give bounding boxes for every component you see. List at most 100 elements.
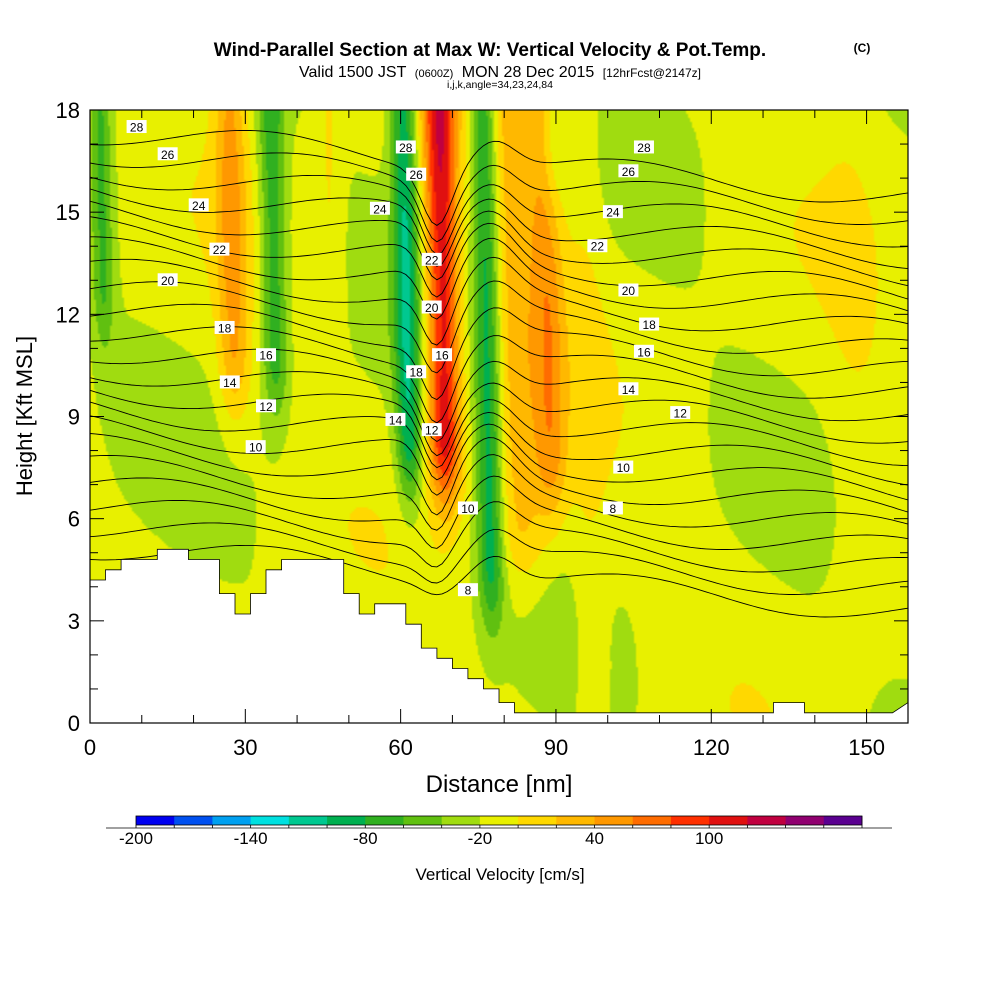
- x-tick-label-150: 150: [848, 735, 885, 760]
- isentrope-label-bg: [406, 365, 427, 379]
- colorbar-swatch--80: [365, 816, 404, 825]
- isentrope-label-bg: [618, 382, 639, 396]
- isentrope-label-bg: [457, 583, 478, 597]
- isentrope-label-bg: [157, 147, 178, 161]
- colorbar-label--80: -80: [353, 829, 378, 848]
- isentrope-21: [90, 280, 908, 374]
- isentrope-label-text: 18: [409, 366, 423, 380]
- isentrope-label-28-left: 28: [126, 120, 147, 135]
- isentrope-label-10-right: 10: [613, 460, 634, 475]
- colorbar-swatch-60: [632, 816, 672, 825]
- isentrope-label-text: 20: [425, 301, 439, 315]
- isentrope-13: [90, 433, 908, 516]
- y-axis-tick-labels: 0 3 6 9 12 15 18: [56, 98, 80, 736]
- y-tick-label-15: 15: [56, 200, 80, 225]
- isentrope-label-12-right: 12: [670, 406, 691, 421]
- x-axis-label: Distance [nm]: [426, 771, 573, 798]
- isentrope-label-text: 18: [218, 321, 232, 335]
- isentrope-23: [90, 236, 908, 320]
- isentrope-label-16-center: 16: [432, 348, 453, 363]
- isentrope-label-text: 28: [399, 141, 413, 155]
- isentrope-label-bg: [126, 120, 147, 134]
- isentrope-label-bg: [633, 140, 654, 154]
- isentrope-label-text: 26: [161, 148, 175, 162]
- isentrope-labels: 2826242220181614121028262422201816141210…: [126, 120, 691, 598]
- colorbar-swatch-0: [518, 816, 557, 825]
- chart-indices: i,j,k,angle=34,23,24,84: [447, 79, 553, 91]
- colorbar-label--200: -200: [119, 829, 153, 848]
- isentrope-label-bg: [602, 501, 623, 515]
- isentrope-label-14-right: 14: [618, 382, 639, 397]
- isentrope-label-bg: [214, 320, 235, 334]
- isentrope-label-20-left: 20: [157, 273, 178, 288]
- isentrope-label-bg: [406, 167, 427, 181]
- isentrope-label-bg: [421, 423, 442, 437]
- isentrope-label-text: 20: [161, 274, 175, 288]
- isentrope-29: [90, 129, 908, 226]
- x-tick-label-60: 60: [388, 735, 412, 760]
- isentrope-label-text: 10: [249, 441, 263, 455]
- y-tick-label-18: 18: [56, 98, 80, 123]
- isentrope-label-text: 8: [610, 502, 617, 516]
- isentrope-label-26-center: 26: [406, 167, 427, 182]
- chart-subtitle-date: MON 28 Dec 2015: [462, 64, 595, 81]
- isentrope-22: [90, 256, 908, 346]
- isentrope-label-bg: [432, 348, 453, 362]
- isentrope-14: [90, 415, 908, 501]
- isentrope-label-text: 8: [465, 584, 472, 598]
- isentrope-label-18-center: 18: [406, 365, 427, 380]
- isentrope-label-bg: [633, 344, 654, 358]
- colorbar-swatch--180: [174, 816, 213, 825]
- colorbar-swatch--40: [441, 816, 481, 825]
- colorbar-swatch--140: [250, 816, 290, 825]
- isentrope-label-bg: [188, 198, 209, 212]
- chart-subtitle: Valid 1500 JST (0600Z) MON 28 Dec 2015 […: [299, 64, 701, 81]
- colorbar-swatch--160: [212, 816, 252, 825]
- y-axis-label: Height [Kft MSL]: [12, 336, 37, 496]
- colorbar-frame: [135, 815, 863, 826]
- colorbar-label--20: -20: [468, 829, 493, 848]
- isentrope-label-text: 12: [674, 407, 688, 421]
- colorbar-swatch-40: [594, 816, 634, 825]
- isentrope-label-bg: [209, 242, 230, 256]
- isentrope-label-bg: [157, 273, 178, 287]
- isentrope-label-bg: [618, 283, 639, 297]
- isentrope-label-14-center: 14: [385, 412, 406, 427]
- isentrope-label-bg: [369, 201, 390, 215]
- terrain-mask: [89, 548, 909, 724]
- isentrope-28: [90, 152, 908, 243]
- isentrope-15: [90, 401, 908, 486]
- colorbar-swatch-20: [556, 816, 595, 825]
- isentrope-label-28-center: 28: [395, 140, 416, 155]
- isentrope-label-text: 22: [213, 243, 227, 257]
- isentrope-label-bg: [421, 300, 442, 314]
- isentrope-label-bg: [457, 501, 478, 515]
- isentrope-20: [90, 303, 908, 401]
- isentrope-label-16-left: 16: [256, 348, 277, 363]
- x-tick-label-30: 30: [233, 735, 257, 760]
- isentrope-label-24-center: 24: [369, 201, 390, 216]
- isentrope-label-14-left: 14: [219, 375, 240, 390]
- isentrope-label-bg: [245, 440, 266, 454]
- colorbar-swatch-120: [747, 816, 786, 825]
- colorbar-swatch--200: [136, 816, 175, 825]
- isentrope-9: [90, 522, 908, 595]
- chart-title-copyright: (C): [854, 41, 871, 55]
- chart-title: Wind-Parallel Section at Max W: Vertical…: [214, 40, 871, 91]
- isentrope-label-bg: [385, 412, 406, 426]
- isentrope-label-26-right: 26: [618, 164, 639, 179]
- colorbar-tick-labels: -200 -140 -80 -20 40 100: [119, 829, 723, 848]
- isentrope-label-10-center: 10: [457, 501, 478, 516]
- isentrope-label-12-left: 12: [256, 399, 277, 414]
- isentrope-label-text: 24: [606, 206, 620, 220]
- colorbar-swatches: [135, 815, 863, 826]
- isentrope-contours: [90, 129, 908, 618]
- x-axis-tick-labels: 0 30 60 90 120 150: [84, 735, 885, 760]
- isentrope-26: [90, 188, 908, 270]
- isentrope-label-bg: [602, 205, 623, 219]
- isentrope-8: [90, 544, 908, 618]
- y-tick-label-3: 3: [68, 609, 80, 634]
- x-tick-label-120: 120: [693, 735, 730, 760]
- isentrope-label-bg: [670, 406, 691, 420]
- plot-area: 2826242220181614121028262422201816141210…: [89, 109, 909, 724]
